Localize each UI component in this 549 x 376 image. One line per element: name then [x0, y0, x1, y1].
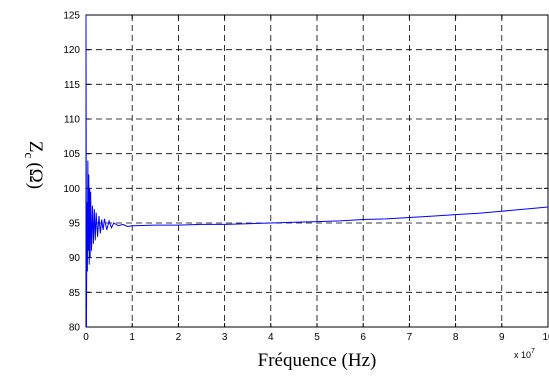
x-tick-label: 1 [129, 332, 135, 343]
y-tick-label: 80 [69, 323, 81, 334]
y-axis-label: Zc (Ω) [22, 141, 46, 189]
x-tick-label: 4 [268, 332, 274, 343]
grid-lines [86, 15, 548, 327]
x-tick-label: 7 [407, 332, 413, 343]
x-tick-label: 6 [360, 332, 366, 343]
x-tick-label: 3 [222, 332, 228, 343]
x-multiplier-exponent: 7 [531, 348, 535, 355]
y-tick-label: 105 [63, 149, 80, 160]
x-tick-label: 9 [499, 332, 505, 343]
y-tick-label: 120 [63, 45, 80, 56]
x-multiplier-base: x 10 [514, 350, 531, 360]
y-axis-label-unit: (Ω) [25, 162, 46, 189]
x-multiplier: x 107 [514, 348, 535, 360]
y-tick-label: 90 [69, 253, 81, 264]
y-tick-label: 110 [64, 115, 80, 126]
y-tick-label: 115 [64, 80, 80, 91]
x-tick-label: 2 [176, 332, 182, 343]
x-tick-label: 8 [453, 332, 459, 343]
y-tick-labels: 80 85 90 95 100 105 110 115 120 125 [63, 11, 80, 334]
y-axis-label-subscript: c [22, 153, 37, 159]
x-axis-label: Fréquence (Hz) [258, 350, 377, 371]
y-tick-label: 95 [69, 219, 81, 230]
y-tick-label: 85 [69, 288, 81, 299]
y-tick-label: 100 [63, 184, 80, 195]
x-tick-label: 10 [542, 332, 549, 343]
y-axis-label-main: Z [25, 141, 46, 153]
series-line [85, 14, 549, 328]
x-tick-label: 5 [314, 332, 320, 343]
y-tick-label: 125 [63, 11, 80, 22]
x-tick-label: 0 [83, 332, 89, 343]
x-tick-labels: 0 1 2 3 4 5 6 7 8 9 10 [83, 332, 549, 343]
